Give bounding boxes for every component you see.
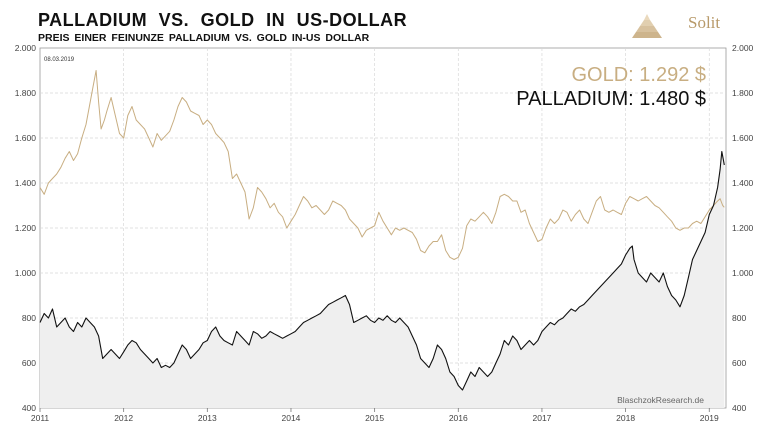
y-tick-label-left: 2.000 [15,43,37,53]
y-tick-label-left: 1.200 [15,223,37,233]
x-tick-label: 2012 [114,413,133,423]
y-tick-label-left: 800 [22,313,36,323]
chart-title: PALLADIUM VS. GOLD IN US-DOLLAR [38,10,408,30]
legend-palladium: PALLADIUM: 1.480 $ [516,88,706,110]
x-tick-label: 2019 [700,413,719,423]
y-tick-label-right: 600 [732,358,746,368]
y-tick-label-left: 1.800 [15,88,37,98]
x-tick-label: 2017 [532,413,551,423]
y-tick-label-left: 400 [22,403,36,413]
x-tick-label: 2015 [365,413,384,423]
y-tick-label-right: 1.000 [732,268,754,278]
x-tick-label: 2018 [616,413,635,423]
chart-subtitle: PREIS EINER FEINUNZE PALLADIUM VS. GOLD … [38,32,370,44]
y-tick-label-right: 1.400 [732,178,754,188]
y-tick-label-left: 600 [22,358,36,368]
y-tick-label-left: 1.000 [15,268,37,278]
y-tick-label-right: 800 [732,313,746,323]
palladium-line [39,150,725,391]
x-tick-label: 2013 [198,413,217,423]
y-tick-label-right: 1.200 [732,223,754,233]
gold-line [39,70,725,260]
y-tick-label-right: 2.000 [732,43,754,53]
logo-text: Solit [688,13,721,32]
source-credit: BlaschzokResearch.de [617,395,704,405]
x-tick-label: 2014 [282,413,301,423]
y-tick-label-left: 1.600 [15,133,37,143]
palladium-area [40,151,725,408]
date-label: 08.03.2019 [44,57,75,63]
x-tick-label: 2011 [31,413,50,423]
y-tick-label-left: 1.400 [15,178,37,188]
y-tick-label-right: 400 [732,403,746,413]
solit-logo-icon [632,14,662,38]
x-tick-label: 2016 [449,413,468,423]
y-tick-label-right: 1.600 [732,133,754,143]
legend-gold: GOLD: 1.292 $ [571,64,706,86]
y-tick-label-right: 1.800 [732,88,754,98]
